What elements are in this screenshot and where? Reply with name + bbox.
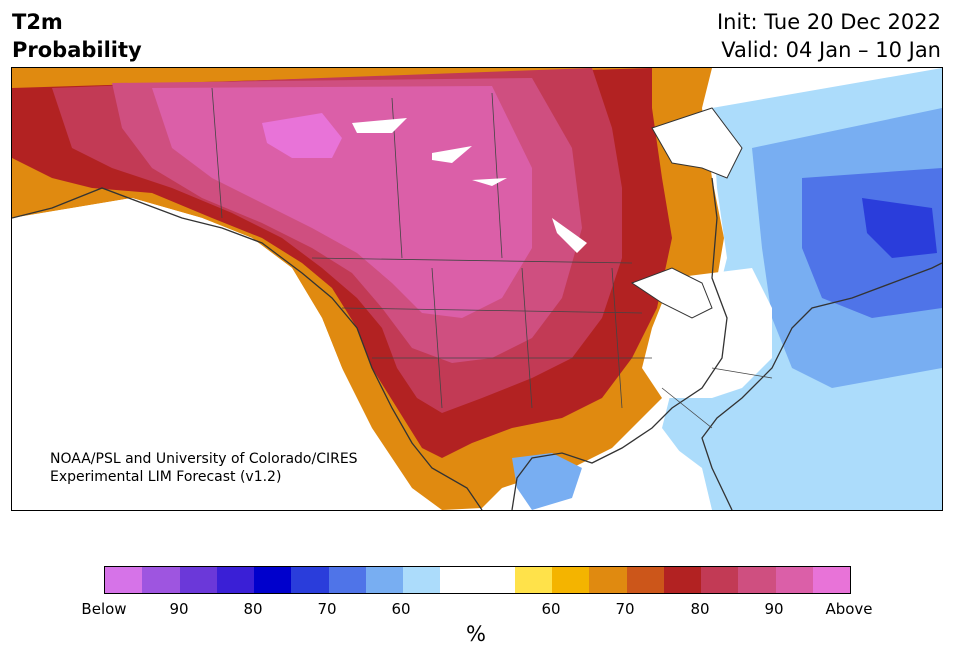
- colorbar-swatch: [477, 567, 515, 593]
- colorbar-tick-label: Below: [81, 600, 127, 618]
- title-line-1: T2m: [12, 10, 63, 34]
- date-info: Init: Tue 20 Dec 2022 Valid: 04 Jan – 10…: [717, 8, 941, 64]
- valid-range: Valid: 04 Jan – 10 Jan: [721, 38, 941, 62]
- colorbar-swatch: [105, 567, 143, 593]
- colorbar-tick-label: 60: [541, 600, 561, 618]
- colorbar-swatch: [701, 567, 739, 593]
- pacific-ocean: [12, 198, 412, 510]
- cool-field-70: [862, 198, 937, 258]
- warm-field-above: [262, 113, 342, 158]
- credit-text: NOAA/PSL and University of Colorado/CIRE…: [50, 450, 358, 486]
- init-date: Init: Tue 20 Dec 2022: [716, 10, 941, 34]
- colorbar-swatch: [775, 567, 813, 593]
- state-borders: [211, 87, 773, 429]
- colorbar-swatch: [142, 567, 180, 593]
- colorbar-tick-label: 90: [169, 600, 189, 618]
- colorbar-swatch: [365, 567, 403, 593]
- colorbar-tick-label: 70: [615, 600, 635, 618]
- colorbar-tick-label: 80: [243, 600, 263, 618]
- colorbar-ticks: Below 90 80 70 60 60 70 80 90 Above: [0, 600, 953, 620]
- colorbar-swatch: [812, 567, 850, 593]
- colorbar-tick-label: 90: [764, 600, 784, 618]
- colorbar-swatch: [216, 567, 254, 593]
- colorbar-swatch: [738, 567, 776, 593]
- great-lakes: [630, 267, 713, 319]
- colorbar-swatch: [663, 567, 701, 593]
- credit-line-1: NOAA/PSL and University of Colorado/CIRE…: [50, 451, 358, 467]
- chart-title: T2m Probability: [12, 8, 142, 64]
- colorbar-swatch: [403, 567, 441, 593]
- colorbar-swatch: [254, 567, 292, 593]
- colorbar-tick-label: Above: [825, 600, 873, 618]
- colorbar-swatch: [179, 567, 217, 593]
- colorbar-swatch: [552, 567, 590, 593]
- colorbar-swatch: [589, 567, 627, 593]
- colorbar-unit: %: [466, 622, 486, 646]
- hudson-bay: [651, 107, 743, 179]
- colorbar: [104, 566, 851, 594]
- colorbar-swatch: [626, 567, 664, 593]
- coastline: [12, 177, 942, 510]
- forecast-map: NOAA/PSL and University of Colorado/CIRE…: [11, 67, 943, 511]
- colorbar-swatch: [328, 567, 366, 593]
- gulf-ocean: [572, 438, 712, 510]
- canada-lakes: [352, 118, 587, 253]
- colorbar-tick-label: 60: [391, 600, 411, 618]
- colorbar-tick-label: 70: [317, 600, 337, 618]
- map-svg: [12, 68, 942, 510]
- colorbar-tick-label: 80: [690, 600, 710, 618]
- colorbar-swatch: [514, 567, 552, 593]
- credit-line-2: Experimental LIM Forecast (v1.2): [50, 469, 282, 485]
- colorbar-swatch: [291, 567, 329, 593]
- title-line-2: Probability: [12, 38, 142, 62]
- colorbar-swatch: [440, 567, 478, 593]
- gulf-cool: [512, 453, 582, 510]
